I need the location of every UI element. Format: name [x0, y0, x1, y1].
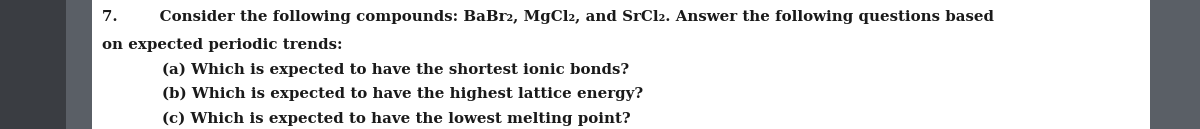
- Text: (a) Which is expected to have the shortest ionic bonds?: (a) Which is expected to have the shorte…: [162, 62, 629, 77]
- Text: on expected periodic trends:: on expected periodic trends:: [102, 38, 342, 52]
- Text: (c) Which is expected to have the lowest melting point?: (c) Which is expected to have the lowest…: [162, 111, 631, 126]
- Text: (b) Which is expected to have the highest lattice energy?: (b) Which is expected to have the highes…: [162, 87, 643, 101]
- Text: 7.        Consider the following compounds: BaBr₂, MgCl₂, and SrCl₂. Answer the : 7. Consider the following compounds: BaB…: [102, 10, 994, 24]
